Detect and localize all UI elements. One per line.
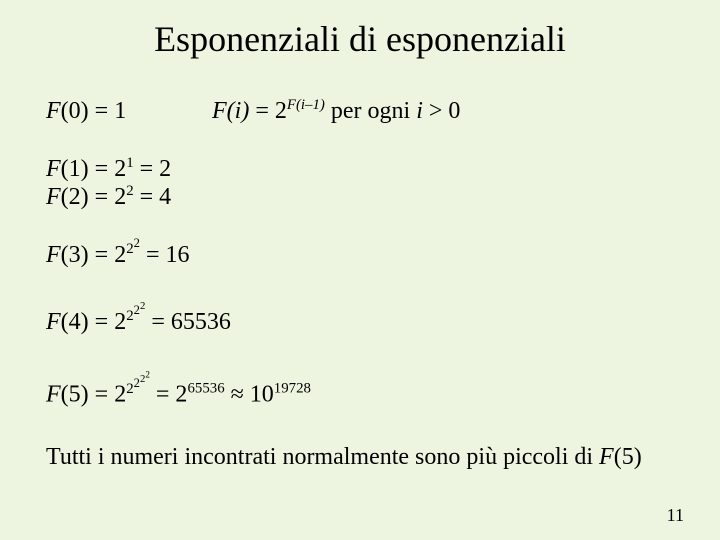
- f4-F: F: [46, 309, 61, 335]
- footer-F: F: [599, 444, 614, 470]
- line-f3: F(3) = 222 = 16: [46, 242, 190, 269]
- line-f1: F(1) = 21 = 2: [46, 156, 171, 183]
- f1-b: = 2: [134, 156, 172, 182]
- f5-b: = 2: [150, 382, 188, 408]
- f2-a: (2) = 2: [61, 184, 127, 210]
- f1-e1: 1: [126, 155, 133, 171]
- footer-line: Tutti i numeri incontrati normalmente so…: [46, 444, 642, 471]
- f1-F: F: [46, 156, 61, 182]
- f3-a: (3) = 2: [61, 242, 127, 268]
- f1-a: (1) = 2: [61, 156, 127, 182]
- slide-title: Esponenziali di esponenziali: [0, 18, 720, 60]
- f5-e4: 2: [145, 369, 150, 379]
- f0-rest: (0) = 1: [61, 98, 127, 124]
- f4-a: (4) = 2: [61, 309, 127, 335]
- f5-F: F: [46, 382, 61, 408]
- footer-t1: Tutti i numeri incontrati normalmente so…: [46, 444, 599, 470]
- def-exp-Fi: F(i: [287, 97, 305, 113]
- f3-e1: 2: [126, 241, 133, 257]
- def-rest1: per ogni: [325, 98, 416, 124]
- f5-e1: 2: [126, 381, 133, 397]
- f2-e1: 2: [126, 183, 133, 199]
- f2-F: F: [46, 184, 61, 210]
- line-def: F(i) = 2F(i–1) per ogni i > 0: [212, 98, 460, 125]
- page-number: 11: [667, 505, 684, 526]
- def-eq: = 2: [249, 98, 287, 124]
- def-Fi: F(i): [212, 98, 249, 124]
- f5-a: (5) = 2: [61, 382, 127, 408]
- def-ivar: i: [416, 98, 423, 124]
- f5-bexp: 65536: [187, 381, 224, 397]
- f5-approx: ≈ 10: [225, 382, 274, 408]
- def-exp-one: 1): [312, 97, 324, 113]
- line-f4: F(4) = 2222 = 65536: [46, 306, 231, 336]
- f5-cexp: 19728: [274, 381, 311, 397]
- line-f0: F(0) = 1: [46, 98, 126, 125]
- line-f2: F(2) = 22 = 4: [46, 184, 171, 211]
- slide: Esponenziali di esponenziali F(0) = 1 F(…: [0, 0, 720, 540]
- f2-b: = 4: [134, 184, 172, 210]
- line-f5: F(5) = 22222 = 265536 ≈ 1019728: [46, 374, 311, 409]
- footer-t2: (5): [614, 444, 642, 470]
- var-F: F: [46, 98, 61, 124]
- def-rest2: > 0: [423, 98, 461, 124]
- f3-b: = 16: [140, 242, 190, 268]
- f4-e1: 2: [126, 308, 133, 324]
- f3-F: F: [46, 242, 61, 268]
- f4-b: = 65536: [145, 309, 231, 335]
